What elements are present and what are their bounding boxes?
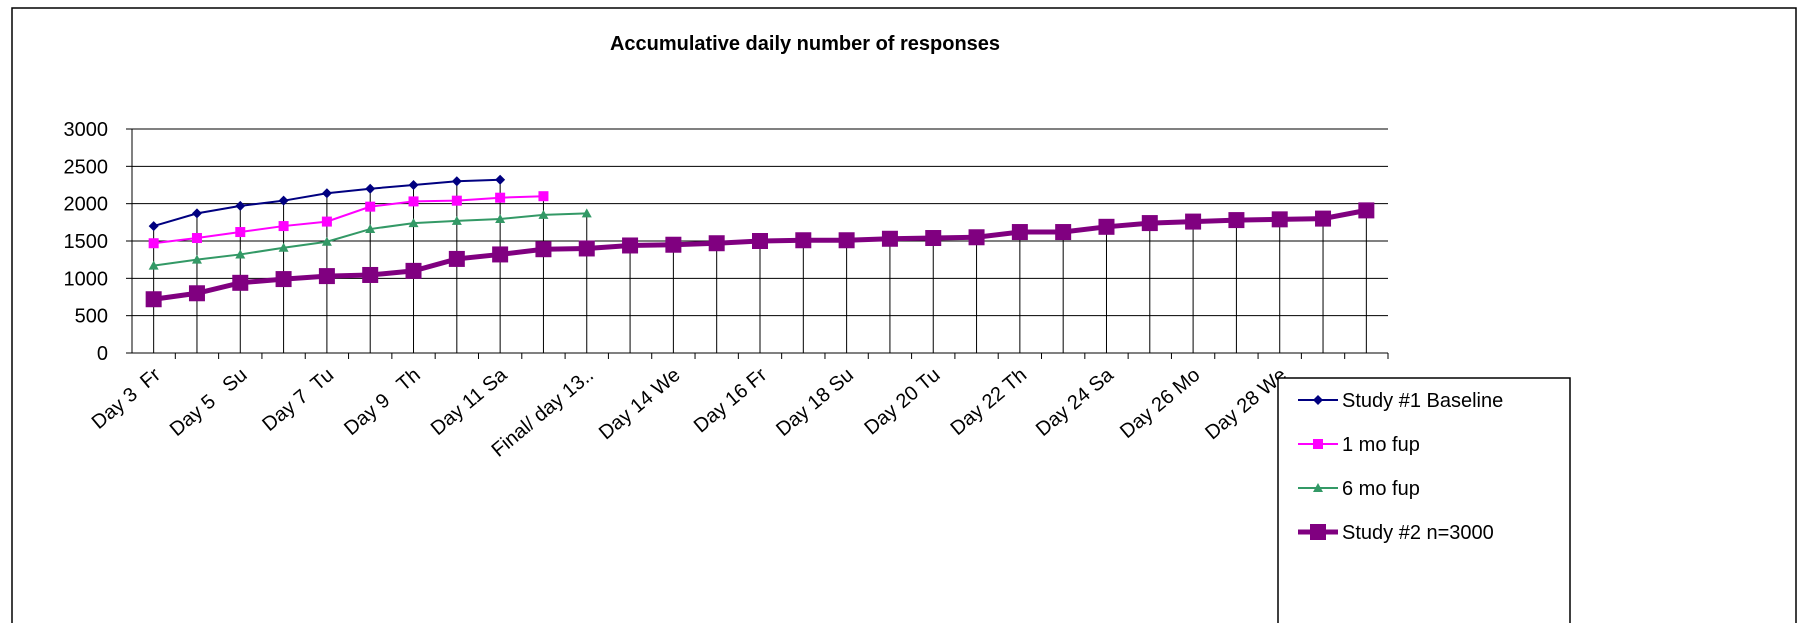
marker — [925, 230, 942, 247]
marker — [451, 176, 462, 187]
marker — [538, 191, 549, 202]
marker — [1313, 439, 1323, 449]
chart-title: Accumulative daily number of responses — [610, 33, 1000, 55]
marker — [405, 262, 422, 279]
series-line — [153, 195, 544, 245]
legend-label: 1 mo fup — [1342, 434, 1420, 456]
marker — [408, 196, 419, 207]
marker — [622, 237, 639, 254]
marker — [275, 271, 292, 288]
marker — [1313, 395, 1323, 405]
marker — [191, 208, 202, 219]
marker — [495, 213, 506, 223]
marker — [968, 229, 985, 246]
marker — [451, 195, 462, 206]
marker — [1310, 524, 1326, 540]
marker — [408, 218, 419, 228]
y-tick-label: 3000 — [64, 119, 109, 141]
marker — [795, 232, 812, 249]
marker — [235, 200, 246, 211]
marker — [365, 201, 376, 212]
marker — [1098, 218, 1115, 235]
marker — [665, 236, 682, 253]
marker — [451, 215, 462, 225]
marker — [188, 285, 205, 302]
marker — [708, 235, 725, 252]
marker — [1271, 211, 1288, 228]
legend-label: 6 mo fup — [1342, 478, 1420, 500]
marker — [1315, 210, 1332, 227]
y-tick-label: 1000 — [64, 268, 109, 290]
marker — [278, 195, 289, 206]
marker — [235, 249, 246, 259]
y-tick-label: 2000 — [64, 194, 109, 216]
marker — [538, 209, 549, 219]
marker — [881, 230, 898, 247]
marker — [535, 241, 552, 258]
marker — [408, 180, 419, 190]
marker — [752, 233, 768, 249]
marker — [191, 233, 202, 244]
marker — [235, 227, 246, 238]
marker — [581, 208, 592, 218]
marker — [365, 183, 376, 194]
marker — [318, 268, 335, 285]
marker — [1011, 224, 1028, 241]
marker — [191, 254, 202, 264]
marker — [1313, 483, 1323, 492]
marker — [838, 232, 855, 249]
marker — [1141, 215, 1158, 232]
marker — [278, 221, 289, 232]
marker — [1358, 202, 1375, 219]
y-tick-label: 1500 — [64, 231, 109, 253]
y-tick-label: 0 — [97, 343, 108, 365]
marker — [148, 221, 159, 232]
marker — [278, 242, 289, 252]
marker — [492, 246, 509, 263]
y-tick-label: 500 — [75, 306, 108, 328]
marker — [148, 238, 159, 249]
marker — [362, 266, 379, 283]
marker — [1185, 213, 1202, 230]
marker — [1228, 212, 1245, 229]
marker — [365, 224, 376, 234]
marker — [495, 174, 506, 185]
marker — [321, 236, 332, 246]
marker — [145, 291, 162, 308]
legend-label: Study #1 Baseline — [1342, 390, 1503, 412]
marker — [578, 240, 595, 257]
marker — [321, 216, 332, 227]
marker — [232, 274, 249, 291]
y-tick-label: 2500 — [64, 156, 109, 178]
marker — [321, 188, 332, 199]
marker — [148, 260, 159, 270]
legend-box — [1277, 377, 1571, 623]
marker — [495, 192, 506, 203]
legend-label: Study #2 n=3000 — [1342, 522, 1494, 544]
marker — [1055, 224, 1072, 241]
marker — [448, 250, 465, 267]
